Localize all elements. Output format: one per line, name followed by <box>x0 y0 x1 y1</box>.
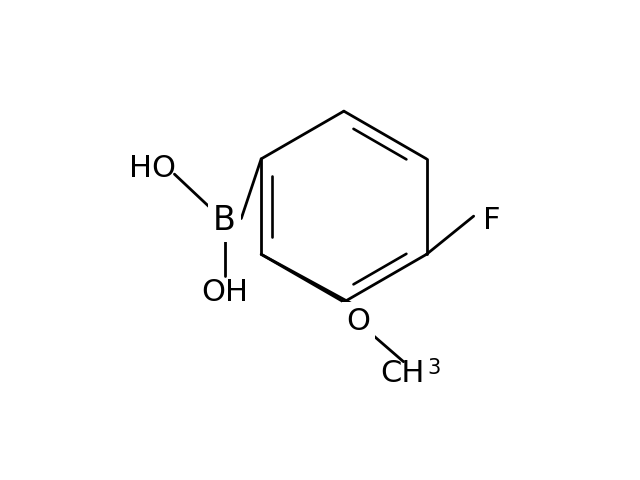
Text: F: F <box>483 206 500 235</box>
Text: OH: OH <box>201 278 248 307</box>
Text: HO: HO <box>129 154 177 183</box>
Text: O: O <box>346 307 370 336</box>
Text: B: B <box>213 204 236 238</box>
Text: CH: CH <box>381 359 425 388</box>
Text: 3: 3 <box>428 358 440 378</box>
